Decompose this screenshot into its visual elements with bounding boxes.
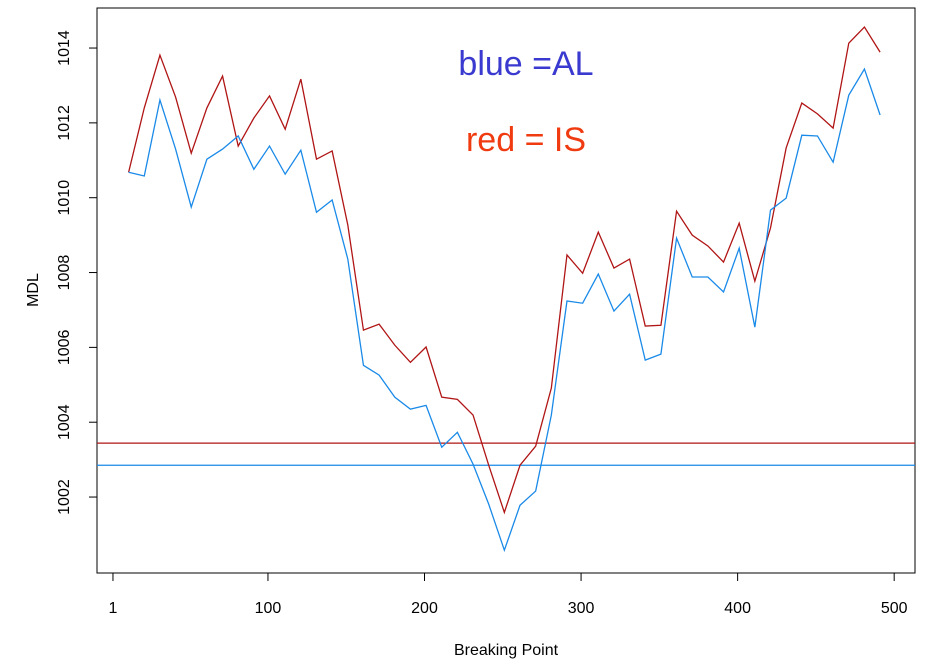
- series-line: [127, 26, 881, 515]
- x-tick-label: 400: [724, 600, 751, 617]
- y-tick-label: 1006: [56, 329, 73, 365]
- y-tick-label: 1010: [56, 180, 73, 216]
- x-tick-label: 1: [109, 600, 118, 617]
- y-tick-label: 1012: [56, 105, 73, 141]
- y-tick-label: 1008: [56, 255, 73, 291]
- annotation: red = IS: [466, 121, 586, 159]
- x-axis-label: Breaking Point: [454, 642, 559, 659]
- plot-frame: [96, 7, 916, 574]
- x-tick-label: 100: [255, 600, 282, 617]
- y-axis-label: MDL: [25, 273, 42, 307]
- y-tick-label: 1002: [56, 479, 73, 515]
- x-tick-label: 200: [411, 600, 438, 617]
- x-tick-label: 300: [568, 600, 595, 617]
- y-tick-label: 1014: [56, 30, 73, 66]
- y-tick-label: 1004: [56, 404, 73, 440]
- x-tick-label: 500: [881, 600, 908, 617]
- annotation: blue =AL: [458, 45, 593, 83]
- series-line: [128, 67, 881, 553]
